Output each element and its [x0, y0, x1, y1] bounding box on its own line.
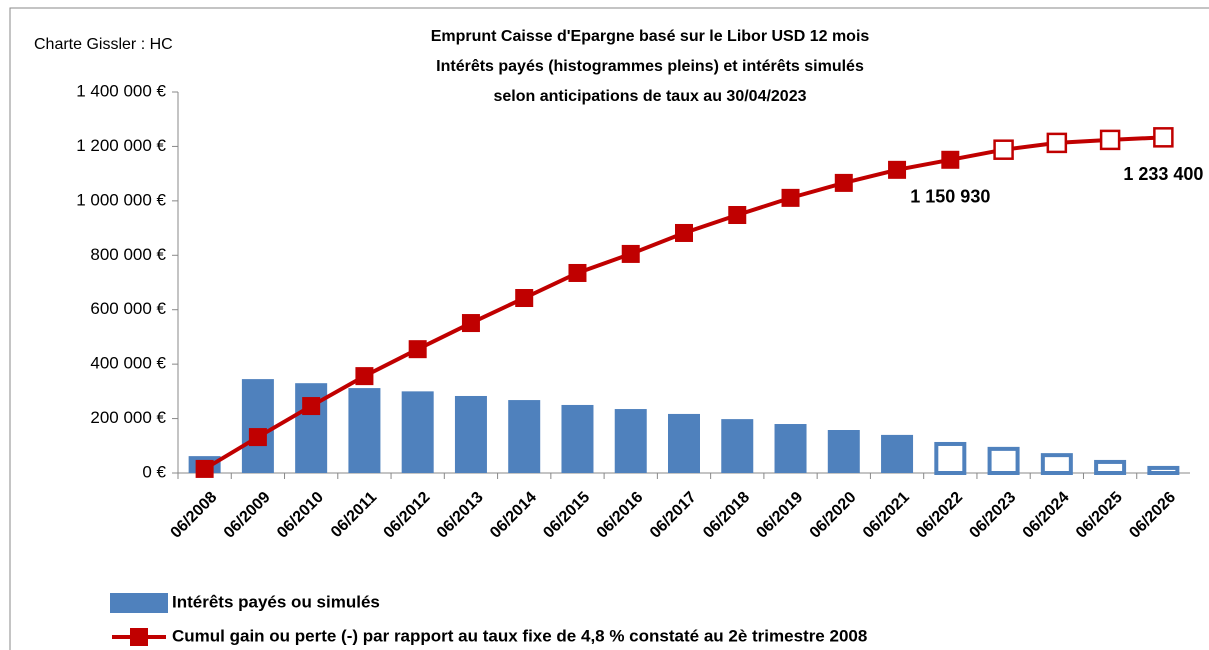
marker — [515, 289, 534, 308]
bar — [1094, 459, 1127, 475]
marker — [302, 397, 321, 416]
y-tick-label: 1 400 000 € — [76, 81, 166, 100]
marker — [728, 206, 747, 225]
y-tick-label: 600 000 € — [90, 299, 166, 318]
legend-label: Cumul gain ou perte (-) par rapport au t… — [172, 626, 867, 645]
y-tick-label: 1 000 000 € — [76, 190, 166, 209]
bar — [348, 388, 381, 473]
legend-swatch — [110, 593, 168, 613]
y-tick-label: 1 200 000 € — [76, 136, 166, 155]
marker — [461, 314, 480, 333]
bar — [721, 419, 754, 473]
y-tick-label: 800 000 € — [90, 245, 166, 264]
x-tick-label: 06/2024 — [1020, 489, 1073, 542]
x-tick-label: 06/2011 — [328, 489, 380, 541]
bar — [614, 409, 647, 473]
marker — [621, 244, 640, 263]
marker — [1099, 129, 1121, 151]
bar — [934, 441, 967, 475]
bar — [454, 395, 487, 473]
chart-title: Intérêts payés (histogrammes pleins) et … — [436, 58, 864, 75]
marker — [355, 367, 374, 386]
x-tick-label: 06/2022 — [913, 489, 966, 542]
bar — [241, 379, 274, 473]
x-tick-label: 06/2021 — [860, 489, 913, 542]
marker — [675, 223, 693, 242]
bar — [827, 430, 860, 473]
y-tick-label: 400 000 € — [90, 354, 166, 373]
bar — [668, 413, 700, 473]
x-tick-label: 06/2013 — [434, 489, 487, 542]
x-tick-label: 06/2010 — [274, 489, 327, 542]
bar — [774, 424, 807, 473]
x-tick-label: 06/2017 — [647, 489, 700, 542]
marker — [888, 160, 907, 179]
legend-label: Intérêts payés ou simulés — [172, 592, 380, 611]
bar — [508, 400, 541, 473]
value-label: 1 150 930 — [910, 187, 990, 207]
x-tick-label: 06/2018 — [700, 489, 753, 542]
x-tick-label: 06/2016 — [594, 489, 647, 542]
marker — [408, 340, 427, 359]
x-tick-label: 06/2012 — [381, 489, 434, 542]
x-tick-label: 06/2026 — [1126, 489, 1179, 542]
chart-title: Emprunt Caisse d'Epargne basé sur le Lib… — [431, 28, 870, 45]
x-tick-label: 06/2023 — [966, 489, 1019, 542]
y-tick-label: 200 000 € — [90, 408, 166, 427]
marker — [781, 188, 800, 207]
x-tick-label: 06/2025 — [1073, 489, 1126, 542]
marker — [248, 428, 267, 447]
bar — [1147, 465, 1180, 475]
marker — [568, 263, 587, 282]
x-tick-label: 06/2015 — [540, 489, 593, 542]
annotation: Charte Gissler : HC — [34, 36, 173, 53]
x-tick-label: 06/2014 — [487, 489, 540, 542]
x-tick-label: 06/2009 — [221, 489, 274, 542]
y-tick-label: 0 € — [142, 462, 166, 481]
bar — [561, 404, 594, 473]
marker — [1046, 132, 1068, 154]
bar — [987, 446, 1020, 476]
x-tick-label: 06/2020 — [807, 489, 860, 542]
bar — [1040, 453, 1073, 476]
bar — [295, 383, 328, 473]
x-tick-label: 06/2019 — [753, 489, 806, 542]
marker — [834, 173, 853, 192]
chart-title: selon anticipations de taux au 30/04/202… — [493, 88, 806, 105]
legend-swatch — [130, 628, 148, 646]
value-label: 1 233 400 — [1123, 164, 1203, 184]
x-tick-label: 06/2008 — [168, 489, 221, 542]
bar — [401, 391, 434, 473]
marker — [1153, 127, 1174, 148]
marker — [993, 139, 1014, 160]
bar — [881, 434, 914, 473]
marker — [195, 459, 214, 478]
frame — [9, 7, 1209, 650]
marker — [941, 150, 960, 169]
